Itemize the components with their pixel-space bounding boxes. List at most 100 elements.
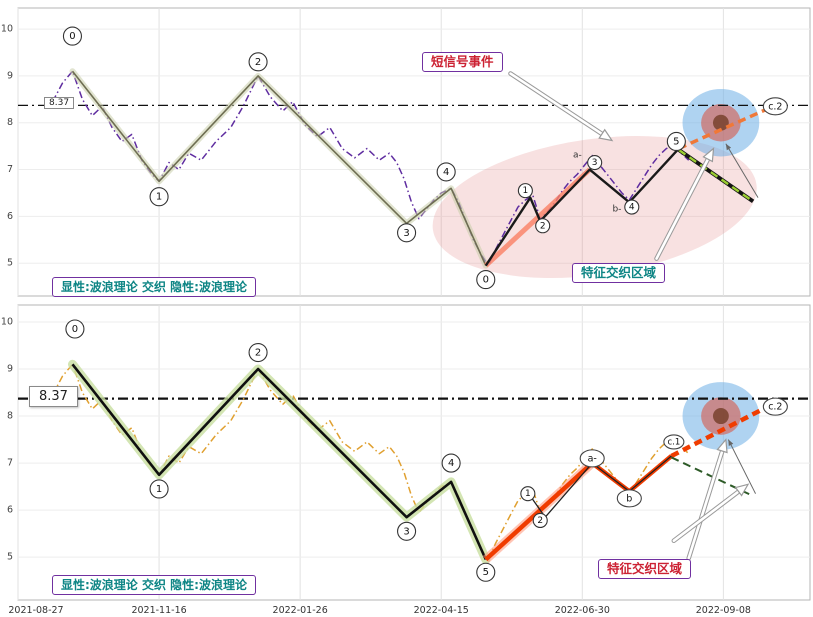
wave-label-text: 1 (525, 489, 531, 499)
wave-label-text: 4 (629, 203, 635, 213)
wave-label-bubble (587, 154, 603, 171)
y-tick-label: 9 (7, 363, 13, 374)
weave-region-callout-bottom: 特征交织区域 (598, 559, 692, 579)
wave-label-bubble (149, 187, 169, 207)
x-tick-label: 2021-08-27 (8, 605, 63, 616)
theory-legend-bottom: 显性:波浪理论 交织 隐性:波浪理论 (52, 575, 256, 595)
callout-arrowhead (734, 483, 750, 497)
region-ellipse (712, 114, 729, 131)
wave-label-text: 1 (156, 484, 162, 495)
wave-label-bubble (62, 26, 82, 46)
x-tick-label: 2021-11-16 (131, 605, 186, 616)
bottom-panel-implicit-weave: 5 6 7 8 9 10 0 1 2 3 4 5 1 2 a-b c.1 c.2 2021-08-27 2021-1… (1, 304, 811, 616)
wave-label-text: 2 (537, 516, 543, 526)
wave-label-bubble (663, 434, 685, 450)
theory-legend-top: 显性:波浪理论 交织 隐性:波浪理论 (52, 277, 256, 297)
x-tick-label: 2022-06-30 (555, 605, 610, 616)
wave-label-bubble (579, 449, 605, 468)
wave-label-bubble (436, 162, 456, 182)
callout-arrowhead (702, 147, 715, 163)
wave-label-text: 5 (483, 567, 489, 578)
wave-label-text: c.1 (667, 437, 680, 447)
y-tick-label: 6 (7, 211, 13, 222)
wave-label-text: 4 (443, 167, 449, 178)
wave-label-text: 4 (448, 458, 454, 469)
y-tick-label: 8 (7, 411, 13, 422)
x-tick-label: 2022-09-08 (696, 605, 751, 616)
wave-label-bubble (397, 223, 417, 243)
y-tick-label: 6 (7, 505, 13, 516)
series-main-wave (71, 70, 487, 266)
wave-label-text: a- (588, 453, 597, 464)
callout-arrow-core (655, 157, 710, 260)
wave-label-text: 0 (69, 31, 75, 42)
callout-arrow-core (509, 72, 604, 136)
wave-label-bubble (762, 97, 788, 116)
region-ellipse (712, 408, 729, 425)
wave-label-text: c.2 (768, 101, 782, 112)
leader-arrow (725, 143, 759, 198)
hline-value-tag-top: 8.37 (44, 97, 75, 109)
wave-sub-label: b- (612, 204, 621, 214)
callout-arrowhead (598, 128, 614, 142)
y-tick-label: 7 (7, 458, 13, 469)
y-tick-label: 7 (7, 164, 13, 175)
leader-arrowhead (725, 143, 732, 151)
wave-label-bubble (65, 319, 85, 339)
wave-label-bubble (520, 486, 536, 502)
wave-label-bubble (532, 512, 548, 529)
y-tick-label: 5 (7, 258, 13, 269)
series-wave2 (484, 147, 680, 267)
wave-label-bubble (762, 397, 788, 416)
weave-region-callout-top: 特征交织区域 (572, 263, 666, 283)
y-tick-label: 8 (7, 117, 13, 128)
wave-label-text: 2 (255, 348, 261, 359)
wave-label-bubble (248, 52, 268, 72)
wave-label-text: 3 (403, 526, 409, 537)
leader-arrow (727, 439, 756, 494)
top-panel-explicit-weave: 5 6 7 8 9 10 0 1 2 3 4 0 1 2 a- 3 b- 4 5 c.2 (1, 7, 811, 297)
y-tick-label: 5 (7, 552, 13, 563)
y-tick-label: 9 (7, 70, 13, 81)
wave-label-text: 0 (72, 324, 78, 335)
callout-arrow-core (687, 449, 724, 560)
series-price-implicit (51, 70, 690, 267)
series-projection-c2 (670, 404, 769, 459)
wave-label-bubble (397, 521, 417, 541)
wave-label-text: 2 (540, 221, 546, 231)
x-tick-label: 2022-04-15 (414, 605, 469, 616)
wave-label-text: 5 (673, 136, 679, 147)
wave-label-bubble (517, 183, 533, 199)
x-tick-label: 2022-01-26 (273, 605, 328, 616)
wave-label-bubble (476, 270, 496, 290)
y-tick-label: 10 (1, 24, 13, 35)
y-tick-label: 10 (1, 316, 13, 327)
series-projection-c2 (678, 107, 769, 151)
wave-label-text: 1 (523, 186, 529, 196)
series-decline-dash (678, 148, 754, 203)
wave-sub-label: a- (573, 151, 582, 161)
wave-label-text: 3 (592, 158, 598, 168)
hline-value-tag-bottom: 8.37 (29, 386, 78, 407)
wave-label-bubble (441, 453, 461, 473)
panel-frame (17, 7, 811, 297)
callout-arrowhead (716, 438, 728, 454)
wave-label-text: 2 (255, 57, 261, 68)
wave-label-text: 0 (483, 275, 489, 286)
signal-event-callout: 短信号事件 (422, 52, 503, 72)
series-main-wave (71, 363, 487, 561)
wave-label-bubble (535, 218, 551, 234)
wave-label-bubble (248, 342, 268, 363)
wave-label-text: b (626, 493, 632, 504)
wave-label-text: 1 (156, 192, 162, 203)
leader-arrowhead (728, 439, 734, 447)
wave-label-text: 3 (403, 228, 409, 239)
wave-label-bubble (476, 562, 496, 582)
wave-label-bubble (666, 131, 686, 152)
wave-label-bubble (616, 489, 642, 508)
wave-label-bubble (624, 199, 640, 215)
wave-label-text: c.2 (768, 402, 782, 413)
wave-label-bubble (149, 479, 169, 499)
